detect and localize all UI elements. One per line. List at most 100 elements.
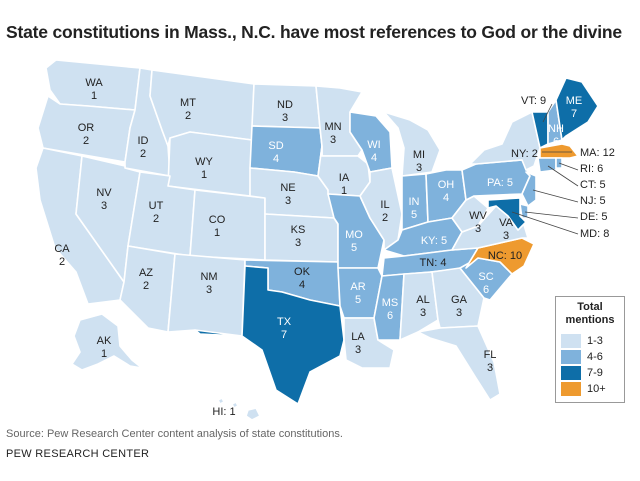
label-WA-abbr: WA [85,77,103,89]
callout-CT: CT: 5 [580,179,606,191]
state-CO [189,189,266,261]
label-CA-abbr: CA [54,243,70,255]
label-AL-count: 3 [420,307,426,319]
label-UT-count: 2 [153,213,159,225]
label-NM-count: 3 [206,284,212,296]
label-IN-abbr: IN [409,196,420,208]
label-NE-abbr: NE [280,182,295,194]
label-NV-abbr: NV [96,187,112,199]
label-CO-abbr: CO [209,214,226,226]
legend-swatch [561,350,581,364]
label-FL-abbr: FL [484,349,497,361]
label-AR-abbr: AR [350,281,365,293]
label-WI-abbr: WI [367,139,380,151]
label-WY-count: 1 [201,169,207,181]
legend-title-line1: Total [577,301,603,313]
callout-DE: DE: 5 [580,211,608,223]
callout-NC: NC: 10 [488,250,522,262]
label-ME-count: 7 [571,108,577,120]
label-AK-abbr: AK [97,335,112,347]
label-ND-count: 3 [282,112,288,124]
label-AR-count: 5 [355,294,361,306]
label-NE-count: 3 [285,195,291,207]
callout-HI: HI: 1 [212,406,235,418]
legend-swatch [561,334,581,348]
label-MS-count: 6 [387,310,393,322]
label-MN-abbr: MN [324,121,341,133]
label-VA-count: 3 [503,230,509,242]
state-AL [399,271,439,341]
callout-MD: MD: 8 [580,228,609,240]
state-AK [71,313,143,371]
state-labels: WA 1 OR 2 CA 2 ID 2 NV 3 MT 2 WY 1 UT 2 … [54,77,582,374]
label-OH-abbr: OH [438,179,455,191]
label-LA-count: 3 [355,344,361,356]
callout-labels: VT: 9 NY: 2 MA: 12 RI: 6 CT: 5 NJ: 5 DE:… [212,95,614,418]
callout-NY: NY: 2 [511,148,538,160]
label-WV-abbr: WV [469,210,487,222]
label-MI-abbr: MI [413,149,425,161]
label-SD-count: 4 [273,153,279,165]
state-IL [359,167,403,251]
label-MN-count: 3 [330,134,336,146]
label-WY-abbr: WY [195,156,213,168]
label-MO-abbr: MO [345,229,363,241]
label-OK-count: 4 [299,279,305,291]
label-WA-count: 1 [91,90,97,102]
label-OH-count: 4 [443,192,449,204]
label-NH-count: 6 [553,136,559,148]
label-CO-count: 1 [214,227,220,239]
state-ME [555,77,599,141]
label-LA-abbr: LA [351,331,365,343]
callout-leaders [511,103,579,235]
callout-MA: MA: 12 [580,147,615,159]
label-MT-count: 2 [185,110,191,122]
label-AZ-abbr: AZ [139,267,153,279]
label-MO-count: 5 [351,242,357,254]
callout-PA: PA: 5 [487,177,513,189]
label-WV-count: 3 [475,223,481,235]
label-TX-abbr: TX [277,316,292,328]
callout-VT: VT: 9 [521,95,546,107]
label-SD-abbr: SD [268,140,283,152]
label-IL-abbr: IL [380,199,389,211]
legend-swatch [561,382,581,396]
label-OR-count: 2 [83,135,89,147]
label-SC-count: 6 [483,284,489,296]
legend-label: 1-3 [587,335,603,347]
label-FL-count: 3 [487,362,493,374]
label-NH-abbr: NH [548,123,564,135]
label-IL-count: 2 [382,212,388,224]
label-KS-abbr: KS [291,224,306,236]
label-ID-count: 2 [140,148,146,160]
callout-RI: RI: 6 [580,163,603,175]
state-HI [217,397,261,421]
label-CA-count: 2 [59,256,65,268]
legend-label: 10+ [587,383,606,395]
legend-label: 4-6 [587,351,603,363]
label-VA-abbr: VA [499,217,514,229]
state-NY [469,111,541,171]
label-OR-abbr: OR [78,122,95,134]
label-UT-abbr: UT [149,200,164,212]
state-TX [194,265,345,405]
legend-title-line2: mentions [565,314,615,326]
label-NV-count: 3 [101,200,107,212]
legend: Total mentions 1-3 4-6 7-9 10+ [555,296,625,403]
credit-line: PEW RESEARCH CENTER [6,448,150,460]
legend-title: Total mentions [556,301,624,327]
callout-TN: TN: 4 [420,257,447,269]
label-TX-count: 7 [281,329,287,341]
callout-NJ: NJ: 5 [580,195,606,207]
label-MI-count: 3 [416,162,422,174]
label-AL-abbr: AL [416,294,429,306]
source-note: Source: Pew Research Center content anal… [6,428,343,440]
label-ND-abbr: ND [277,99,293,111]
label-MT-abbr: MT [180,97,196,109]
label-IA-abbr: IA [339,172,350,184]
state-KS [264,213,339,263]
label-ID-abbr: ID [138,135,149,147]
label-IA-count: 1 [341,185,347,197]
label-WI-count: 4 [371,152,377,164]
state-MD [487,197,527,231]
